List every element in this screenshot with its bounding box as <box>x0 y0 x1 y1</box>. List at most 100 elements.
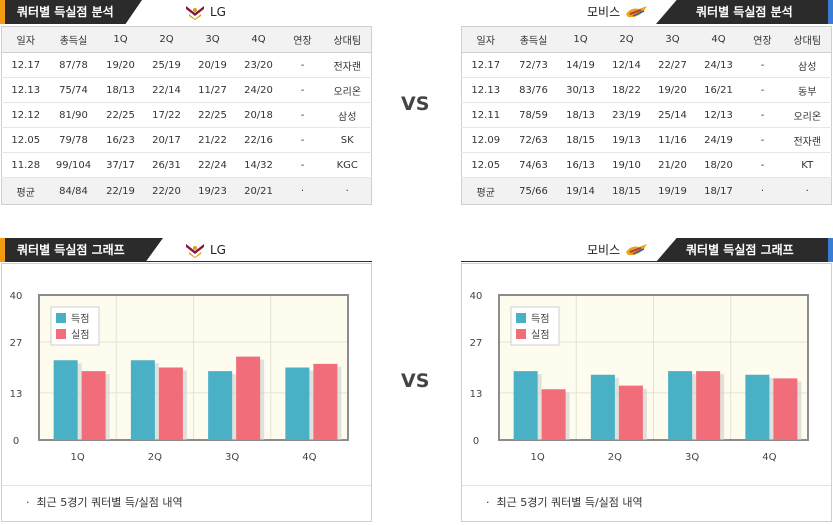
table-cell: - <box>281 102 324 128</box>
col-3q: 3Q <box>649 26 696 53</box>
average-cell: · <box>281 177 324 205</box>
right-team-label: 모비스 <box>587 0 649 24</box>
left-analysis-title-bg: 쿼터별 득실점 분석 <box>5 0 142 24</box>
table-cell: 79/78 <box>49 127 98 153</box>
lg-logo-icon <box>186 244 204 258</box>
table-cell: 99/104 <box>49 152 98 178</box>
y-tick-label: 0 <box>473 436 479 447</box>
y-tick-label: 27 <box>470 338 483 349</box>
table-cell: 87/78 <box>49 52 98 78</box>
table-row: 12.13 75/74 18/13 22/14 11/27 24/20- 오리온 <box>1 77 372 103</box>
table-cell: 22/27 <box>649 52 696 78</box>
table-cell: 18/13 <box>97 77 144 103</box>
table-cell: 12.09 <box>461 127 510 153</box>
x-tick-label: 1Q <box>71 452 85 463</box>
average-row: 평균 84/84 22/19 22/20 19/23 20/21 · · <box>1 177 372 205</box>
average-cell: 22/19 <box>97 177 144 205</box>
bar-allowed-4Q <box>773 378 798 440</box>
y-tick-label: 0 <box>13 436 19 447</box>
table-cell: 23/19 <box>603 102 650 128</box>
table-cell: 21/22 <box>189 127 236 153</box>
bar-allowed-3Q <box>696 371 721 440</box>
table-cell: 20/19 <box>189 52 236 78</box>
col-date: 일자 <box>461 26 510 53</box>
average-cell: 평균 <box>1 177 50 205</box>
table-cell: 삼성 <box>323 102 372 128</box>
table-cell: 11/27 <box>189 77 236 103</box>
legend-label: 실점 <box>71 329 89 341</box>
table-cell: SK <box>323 127 372 153</box>
table-cell: 동부 <box>783 77 832 103</box>
left-chart-box: 0 13 27 40 1Q 2Q 3Q 4Q 득점 실점 · 최근 5경기 쿼터별 득/실점 내역 <box>1 263 372 522</box>
col-4q: 4Q <box>235 26 282 53</box>
left-analysis-title: 쿼터별 득실점 분석 <box>17 5 114 19</box>
right-results-table: 일자 총득실 1Q 2Q 3Q 4Q 연장 상대팀 12.17 72/73 14/1… <box>461 26 832 205</box>
table-cell: 19/10 <box>603 152 650 178</box>
left-graph-team-name: LG <box>210 243 226 257</box>
right-analysis-title-bg: 쿼터별 득실점 분석 <box>656 0 828 24</box>
table-cell: - <box>281 52 324 78</box>
right-graph-team-label: 모비스 <box>587 238 649 262</box>
average-row: 평균 75/66 19/14 18/15 19/19 18/17 · · <box>461 177 832 205</box>
table-cell: 25/19 <box>143 52 190 78</box>
table-cell: 12.12 <box>1 102 50 128</box>
plot-frame <box>38 294 349 441</box>
table-cell: 12.05 <box>461 152 510 178</box>
mobis-logo-icon <box>626 6 648 18</box>
table-cell: 16/13 <box>557 152 604 178</box>
col-opponent: 상대팀 <box>783 26 832 53</box>
bar-scored-4Q <box>745 374 770 440</box>
table-cell: - <box>281 152 324 178</box>
legend-label: 실점 <box>531 329 549 341</box>
left-graph-title-bg: 쿼터별 득실점 그래프 <box>5 238 163 262</box>
x-tick-label: 4Q <box>762 452 776 463</box>
right-team-name: 모비스 <box>587 5 621 19</box>
col-1q: 1Q <box>97 26 144 53</box>
average-cell: 평균 <box>461 177 510 205</box>
bar-scored-1Q <box>53 360 78 440</box>
bar-allowed-1Q <box>81 371 106 440</box>
table-cell: 24/19 <box>695 127 742 153</box>
table-cell: - <box>281 77 324 103</box>
bar-allowed-2Q <box>158 367 183 440</box>
table-cell: 22/25 <box>97 102 144 128</box>
col-opponent: 상대팀 <box>323 26 372 53</box>
average-cell: 20/21 <box>235 177 282 205</box>
table-cell: 75/74 <box>49 77 98 103</box>
left-graph-accent-bar <box>0 238 5 262</box>
y-tick-label: 40 <box>470 291 483 302</box>
average-cell: · <box>741 177 784 205</box>
table-cell: KT <box>783 152 832 178</box>
table-cell: 22/14 <box>143 77 190 103</box>
right-note-separator <box>462 485 831 486</box>
bar-scored-3Q <box>668 371 693 440</box>
table-cell: KGC <box>323 152 372 178</box>
lg-logo-icon <box>186 6 204 20</box>
average-cell: 18/15 <box>603 177 650 205</box>
vs-label-top: VS <box>401 93 430 115</box>
y-tick-label: 13 <box>10 389 23 400</box>
table-cell: - <box>281 127 324 153</box>
left-analysis-header: 쿼터별 득실점 분석 LG <box>0 0 372 24</box>
table-header-row: 일자 총득실 1Q 2Q 3Q 4Q 연장 상대팀 <box>461 26 832 53</box>
table-cell: 18/15 <box>557 127 604 153</box>
mobis-logo-icon <box>626 244 648 256</box>
table-cell: 81/90 <box>49 102 98 128</box>
table-cell: 83/76 <box>509 77 558 103</box>
bar-scored-2Q <box>130 360 155 440</box>
table-row: 12.05 74/63 16/13 19/10 21/20 18/20- KT <box>461 152 832 178</box>
table-cell: - <box>741 77 784 103</box>
average-cell: · <box>783 177 832 205</box>
col-total: 총득실 <box>49 26 98 53</box>
left-results-table: 일자 총득실 1Q 2Q 3Q 4Q 연장 상대팀 12.17 87/78 19/2… <box>1 26 372 205</box>
table-row: 12.05 79/78 16/23 20/17 21/22 22/16- SK <box>1 127 372 153</box>
right-analysis-header: 모비스 쿼터별 득실점 분석 <box>461 0 833 24</box>
table-cell: 17/22 <box>143 102 190 128</box>
average-cell: · <box>323 177 372 205</box>
average-cell: 19/23 <box>189 177 236 205</box>
bar-scored-3Q <box>208 371 233 440</box>
right-chart-note: · 최근 5경기 쿼터별 득/실점 내역 <box>486 496 643 509</box>
average-cell: 19/19 <box>649 177 696 205</box>
bar-scored-4Q <box>285 367 310 440</box>
